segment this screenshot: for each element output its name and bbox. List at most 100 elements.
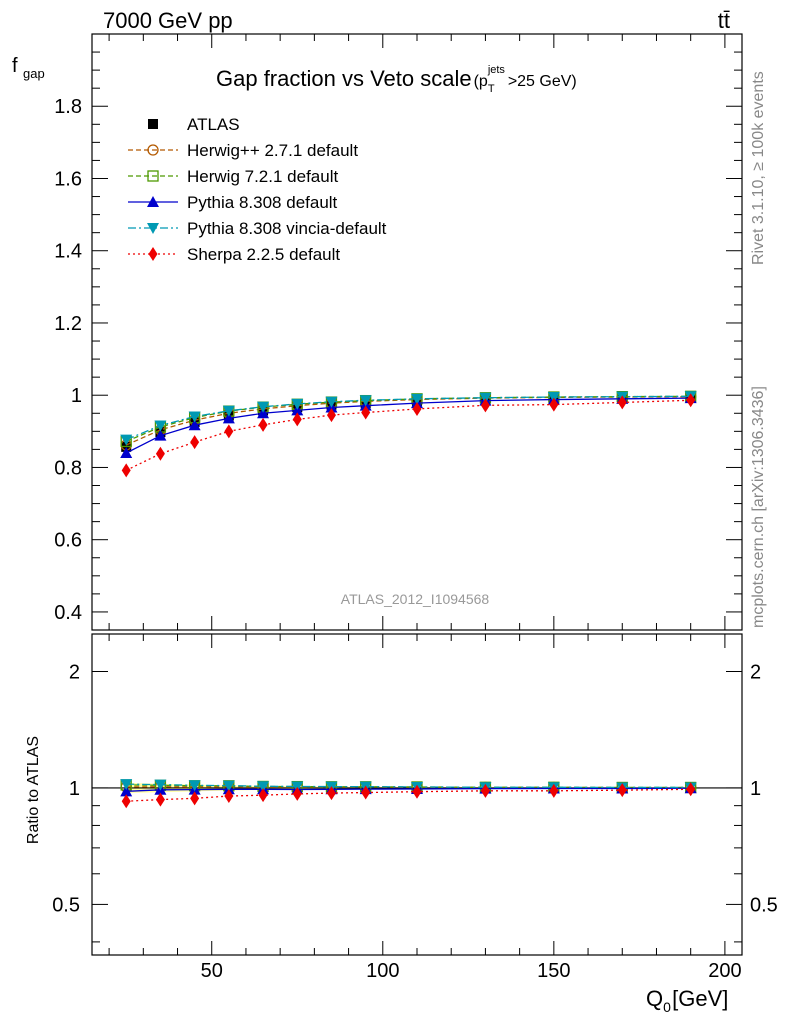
ratio-point [361,785,371,800]
main-point [120,447,133,459]
main-panel [120,390,697,478]
main-series-1 [120,391,697,451]
main-point [411,393,423,405]
rivet-label: Rivet 3.1.10, ≥ 100k events [750,71,767,265]
ratio-point [188,780,201,792]
legend-item: Pythia 8.308 vincia-default [128,219,387,238]
legend-label: Pythia 8.308 default [187,193,338,212]
main-point [154,420,167,432]
main-point [325,396,338,408]
ratio-point [292,786,302,801]
chart-title-superscript: jets [487,64,506,76]
x-axis-label-unit: [GeV] [672,986,728,1011]
y-tick-label: 1 [71,385,82,407]
legend-label: Pythia 8.308 vincia-default [187,219,387,238]
ratio-point [257,781,270,793]
ratio-series-line [126,788,691,802]
x-axis-label-subscript: 0 [663,999,671,1015]
main-point [190,435,200,450]
ratio-point [480,783,490,798]
main-point [617,395,627,410]
ratio-y-tick-label: 0.5 [52,894,80,916]
main-point [222,405,235,417]
ratio-point [258,788,268,803]
ratio-point [120,785,133,797]
main-point [121,463,131,478]
chart-title-suffix-tail: >25 GeV) [508,73,577,90]
main-point [291,404,304,416]
ratio-frame [91,633,743,956]
y-tick-label: 0.4 [54,602,82,624]
main-point [412,401,422,416]
main-point [188,411,201,423]
ratio-point [412,784,422,799]
y-axis-label-subscript: gap [23,66,45,81]
ratio-y-tick-label-right: 2 [750,661,761,683]
legend-marker [147,170,159,182]
ratio-point [617,783,627,798]
main-point [120,434,133,446]
chart-title: Gap fraction vs Veto scale [216,66,472,91]
ratio-y-tick-label-right: 1 [750,778,761,800]
legend-label: Herwig++ 2.7.1 default [187,141,358,160]
y-tick-label: 1.8 [54,96,82,118]
mcplots-label: mcplots.cern.ch [arXiv:1306.3436] [750,386,767,628]
x-tick-label: 150 [537,960,570,982]
ratio-point [222,780,235,792]
main-point [257,401,270,413]
panel-frames: 0.4 0.6 0.8 1 1.2 1.4 1.6 1.8 0.5 0.5 1 1 2 2 50 100 150… [52,33,778,982]
ratio-point [120,779,133,791]
main-point [188,419,201,431]
main-series-line [125,395,691,441]
main-point [326,408,336,423]
main-point [154,429,167,441]
ratio-panel [92,779,742,809]
main-series-line [125,397,691,454]
chart-title-suffix: (p [474,73,488,90]
ratio-point [326,786,336,801]
legend-item: ATLAS [148,115,240,134]
main-point [547,392,560,404]
y-tick-label: 0.8 [54,457,82,479]
main-point [292,412,302,427]
x-axis-label: Q [646,986,663,1011]
ratio-point [190,791,200,806]
ratio-y-tick-label-right: 0.5 [750,894,778,916]
text-layer: 7000 GeV pp tt̄ ATLAS_2012_I1094568 Rive… [12,8,767,1015]
main-point [224,424,234,439]
y-tick-label: 1.6 [54,168,82,190]
main-series-line [125,399,691,471]
ratio-y-tick-label: 1 [69,778,80,800]
chart-title-subscript: T [488,83,495,95]
legend-label: ATLAS [187,115,240,134]
legend-marker [147,196,159,207]
y-tick-label: 0.6 [54,530,82,552]
main-series-4 [120,391,697,446]
x-tick-label: 100 [366,960,399,982]
process-label: tt̄ [718,8,730,33]
energy-label: 7000 GeV pp [103,8,233,33]
main-point [155,446,165,461]
legend: ATLAS Herwig++ 2.7.1 default Herwig 7.2.1 … [128,115,387,264]
ratio-point [154,779,167,791]
ratio-series-2 [120,782,697,797]
main-point [480,398,490,413]
main-point [479,392,492,404]
legend-label: Sherpa 2.2.5 default [187,245,340,264]
main-point [549,397,559,412]
main-point [258,417,268,432]
ratio-point [224,789,234,804]
main-frame [91,33,743,631]
ratio-y-axis-label: Ratio to ATLAS [25,736,42,844]
legend-marker [147,144,159,156]
ratio-y-tick-label: 2 [69,661,80,683]
ratio-point [686,782,696,797]
main-point [686,393,696,408]
legend-item: Sherpa 2.2.5 default [128,245,340,264]
legend-marker [147,223,159,234]
legend-item: Herwig 7.2.1 default [128,167,338,186]
x-tick-label: 50 [201,960,223,982]
watermark-label: ATLAS_2012_I1094568 [341,591,490,607]
main-point [257,407,270,419]
